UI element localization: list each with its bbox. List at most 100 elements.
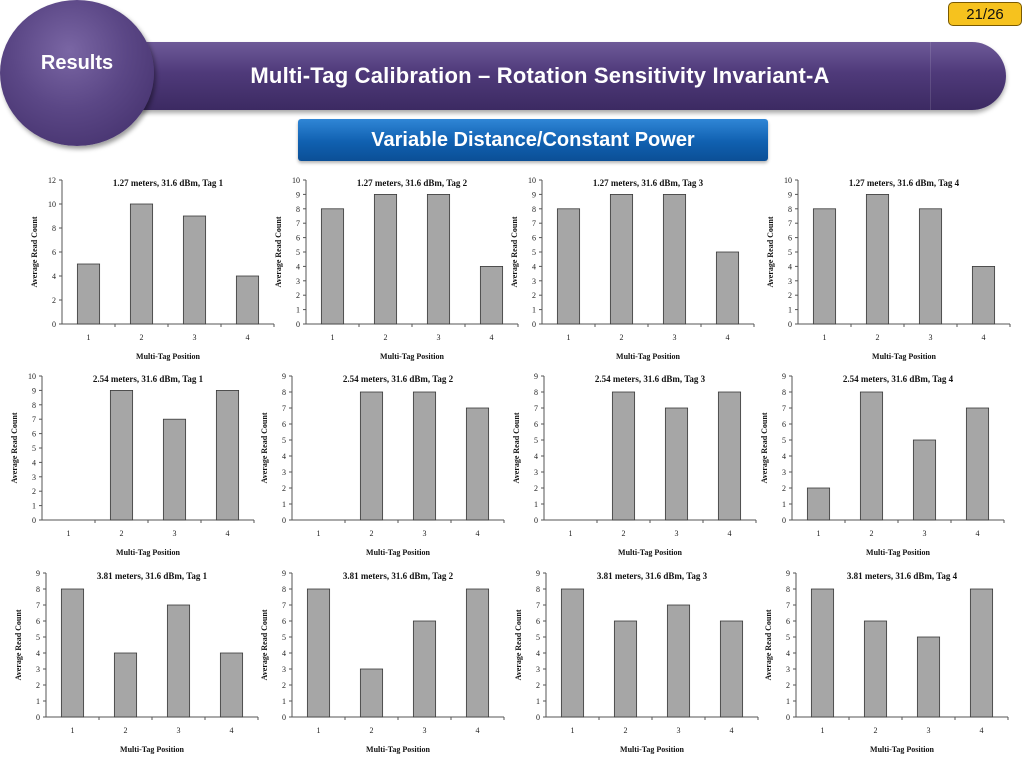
chart-3-81m-tag2: 0 1 2 3 4 5 6 7 8 9 1 2 3 4 3.81 meters, 31.6 dBm, Tag…	[258, 563, 514, 763]
y-tick-label: 8	[282, 585, 286, 594]
y-tick-label: 8	[296, 205, 300, 214]
y-tick-label: 1	[536, 697, 540, 706]
y-tick-label: 4	[282, 452, 286, 461]
bar-position-4	[219, 652, 244, 718]
bar-position-2	[109, 389, 134, 521]
y-tick-label: 8	[534, 388, 538, 397]
y-tick-label: 0	[788, 320, 792, 329]
bar-position-1	[812, 208, 837, 325]
x-tick-label: 2	[370, 529, 374, 538]
y-tick-label: 1	[36, 697, 40, 706]
y-tick-label: 8	[52, 224, 56, 233]
y-tick-label: 4	[532, 262, 536, 271]
x-tick-label: 4	[726, 333, 730, 342]
y-tick-label: 9	[32, 386, 36, 395]
chart-2-54m-tag4: 0 1 2 3 4 5 6 7 8 9 1 2 3 4 2.54 meters, 31.6 dBm, Tag…	[758, 366, 1014, 566]
chart-svg: 0 1 2 3 4 5 6 7 8 9 1 2 3 4 3.81 meters, 31.6 dBm, Tag…	[514, 569, 759, 754]
x-tick-label: 2	[876, 333, 880, 342]
y-tick-label: 10	[292, 176, 300, 185]
y-tick-label: 5	[282, 436, 286, 445]
bar-position-1	[810, 588, 835, 718]
x-tick-label: 1	[331, 333, 335, 342]
y-tick-label: 9	[296, 190, 300, 199]
bar-position-3	[426, 193, 451, 325]
y-tick-label: 3	[534, 468, 538, 477]
y-tick-label: 9	[786, 569, 790, 578]
y-tick-label: 1	[786, 697, 790, 706]
bar-position-2	[863, 620, 888, 718]
y-axis-label: Average Read Count	[510, 216, 519, 287]
bar-position-1	[806, 487, 831, 521]
x-tick-label: 4	[980, 726, 984, 735]
chart-title: 2.54 meters, 31.6 dBm, Tag 2	[343, 374, 454, 384]
y-tick-label: 6	[36, 617, 40, 626]
x-tick-label: 3	[423, 726, 427, 735]
y-axis-label: Average Read Count	[766, 216, 775, 287]
x-tick-label: 3	[177, 726, 181, 735]
y-tick-label: 1	[32, 502, 36, 511]
y-tick-label: 2	[788, 291, 792, 300]
y-tick-label: 1	[282, 500, 286, 509]
y-tick-label: 9	[282, 372, 286, 381]
y-axis-label: Average Read Count	[30, 216, 39, 287]
y-tick-label: 0	[786, 713, 790, 722]
x-tick-label: 1	[317, 529, 321, 538]
chart-title: 3.81 meters, 31.6 dBm, Tag 1	[97, 571, 208, 581]
x-axis-label: Multi-Tag Position	[120, 745, 184, 754]
chart-2-54m-tag1: 0 1 2 3 4 5 6 7 8 9 10 1 2 3 4 2.54 meters, 31.6 dBm, T…	[8, 366, 264, 566]
y-tick-label: 9	[782, 372, 786, 381]
y-tick-label: 7	[536, 601, 540, 610]
x-axis-label: Multi-Tag Position	[616, 352, 680, 361]
chart-svg: 0 1 2 3 4 5 6 7 8 9 1 2 3 4 2.54 meters, 31.6 dBm, Tag…	[512, 372, 757, 557]
y-tick-label: 5	[782, 436, 786, 445]
y-tick-label: 0	[282, 516, 286, 525]
y-tick-label: 2	[32, 487, 36, 496]
x-tick-label: 1	[567, 333, 571, 342]
x-tick-label: 3	[929, 333, 933, 342]
y-tick-label: 0	[534, 516, 538, 525]
x-tick-label: 4	[246, 333, 250, 342]
chart-title: 2.54 meters, 31.6 dBm, Tag 1	[93, 374, 204, 384]
x-tick-label: 1	[821, 726, 825, 735]
y-tick-label: 8	[536, 585, 540, 594]
chart-3-81m-tag3: 0 1 2 3 4 5 6 7 8 9 1 2 3 4 3.81 meters, 31.6 dBm, Tag…	[512, 563, 768, 763]
y-tick-label: 2	[296, 291, 300, 300]
page-number-badge: 21/26	[948, 2, 1022, 26]
x-axis-label: Multi-Tag Position	[116, 548, 180, 557]
x-tick-label: 2	[120, 529, 124, 538]
chart-title: 1.27 meters, 31.6 dBm, Tag 3	[593, 178, 704, 188]
bar-position-4	[971, 266, 996, 325]
y-tick-label: 4	[36, 649, 40, 658]
chart-1-27m-tag2: 0 1 2 3 4 5 6 7 8 9 10 1 2 3 4 1.27 meters, 31.6 dBm, T…	[272, 170, 528, 370]
y-tick-label: 7	[36, 601, 40, 610]
y-tick-label: 6	[282, 617, 286, 626]
y-tick-label: 2	[52, 296, 56, 305]
y-tick-label: 1	[782, 500, 786, 509]
y-tick-label: 5	[296, 248, 300, 257]
bar-position-3	[162, 418, 187, 521]
chart-title: 2.54 meters, 31.6 dBm, Tag 3	[595, 374, 706, 384]
bar-position-3	[664, 407, 689, 521]
y-tick-label: 9	[36, 569, 40, 578]
bar-position-3	[182, 215, 207, 325]
y-tick-label: 5	[536, 633, 540, 642]
y-tick-label: 0	[32, 516, 36, 525]
y-tick-label: 10	[48, 200, 56, 209]
y-tick-label: 3	[532, 277, 536, 286]
y-tick-label: 5	[534, 436, 538, 445]
bar-position-3	[166, 604, 191, 718]
y-tick-label: 7	[282, 601, 286, 610]
chart-title: 3.81 meters, 31.6 dBm, Tag 2	[343, 571, 454, 581]
y-tick-label: 6	[782, 420, 786, 429]
x-tick-label: 4	[730, 726, 734, 735]
y-tick-label: 0	[296, 320, 300, 329]
x-tick-label: 2	[370, 726, 374, 735]
y-tick-label: 5	[282, 633, 286, 642]
x-tick-label: 3	[675, 529, 679, 538]
x-tick-label: 1	[71, 726, 75, 735]
y-tick-label: 2	[282, 484, 286, 493]
chart-svg: 0 1 2 3 4 5 6 7 8 9 10 1 2 3 4 1.27 meters, 31.6 dBm, T…	[274, 176, 519, 361]
y-tick-label: 8	[786, 585, 790, 594]
y-tick-label: 6	[32, 430, 36, 439]
y-tick-label: 6	[282, 420, 286, 429]
